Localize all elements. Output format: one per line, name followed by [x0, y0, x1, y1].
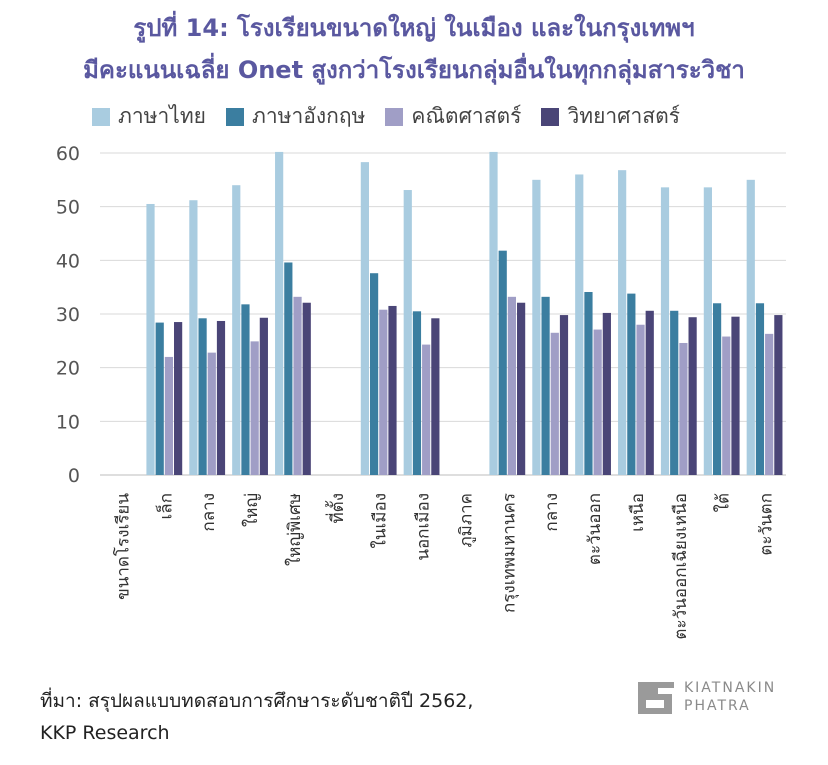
- bar-1-14: [712, 303, 722, 475]
- bar-2-15: [765, 333, 774, 475]
- chart-title-line2: มีคะแนนเฉลี่ย Onet สูงกว่าโรงเรียนกลุ่มอ…: [83, 56, 745, 84]
- x-category-label-3: ใหญ่: [241, 493, 262, 527]
- bar-2-11: [593, 329, 602, 475]
- legend-label-1: ภาษาอังกฤษ: [251, 104, 366, 128]
- bar-2-13: [679, 342, 688, 475]
- bar-3-3: [259, 317, 268, 475]
- kiatnakin-phatra-logo: KIATNAKIN PHATRA: [634, 676, 794, 720]
- bar-0-4: [275, 151, 284, 475]
- x-category-label-9: กรุงเทพมหานคร: [499, 493, 519, 613]
- bar-3-6: [388, 305, 397, 475]
- y-tick-label-50: 50: [56, 197, 80, 219]
- bar-1-3: [241, 304, 250, 475]
- bar-chart: 0 10 20 30 40 50 60 ขนาดโรงเรียน เล็ก กลาง ใหญ่ ใหญ…: [56, 143, 786, 640]
- legend-swatch-2: [385, 107, 404, 126]
- bar-2-6: [379, 309, 388, 475]
- legend: ภาษาไทย ภาษาอังกฤษ คณิตศาสตร์ วิทยาศาสตร์: [92, 100, 792, 133]
- bar-0-2: [189, 200, 198, 475]
- bar-1-1: [155, 322, 164, 475]
- x-category-label-0: ขนาดโรงเรียน: [112, 493, 133, 600]
- bar-2-1: [164, 356, 174, 475]
- bar-1-6: [369, 273, 379, 475]
- bar-3-2: [216, 320, 226, 475]
- bar-1-2: [198, 318, 207, 475]
- bar-2-9: [507, 296, 517, 475]
- bar-2-7: [422, 344, 431, 475]
- bar-3-13: [688, 317, 697, 475]
- bar-1-9: [498, 250, 507, 475]
- bar-0-11: [575, 174, 584, 475]
- bar-2-4: [293, 296, 302, 475]
- x-category-label-1: เล็ก: [154, 493, 176, 520]
- x-category-label-6: ในเมือง: [370, 493, 391, 548]
- bar-2-12: [636, 324, 645, 475]
- bar-2-3: [250, 341, 259, 475]
- bar-3-4: [302, 302, 311, 475]
- x-category-label-13: ตะวันออกเฉียงเหนือ: [671, 493, 691, 640]
- legend-label-3: วิทยาศาสตร์: [567, 104, 681, 128]
- bar-1-12: [627, 293, 636, 475]
- bar-3-1: [174, 322, 183, 475]
- legend-item-1: ภาษาอังกฤษ: [225, 100, 366, 133]
- bar-0-6: [360, 162, 369, 475]
- bar-0-9: [489, 151, 498, 475]
- kiatnakin-phatra-logo-icon: [638, 682, 674, 714]
- x-category-label-11: ตะวันออก: [585, 493, 605, 565]
- bar-3-11: [602, 312, 611, 475]
- logo-text-kiatnakin: KIATNAKIN: [684, 680, 777, 696]
- legend-swatch-0: [92, 107, 110, 126]
- legend-label-2: คณิตศาสตร์: [411, 104, 522, 128]
- source-note-line2: KKP Research: [40, 722, 170, 744]
- bar-1-13: [670, 310, 679, 475]
- bar-0-13: [660, 187, 670, 475]
- x-category-label-2: กลาง: [199, 493, 219, 532]
- bar-3-12: [645, 310, 654, 475]
- bar-0-12: [618, 170, 627, 475]
- x-category-label-7: นอกเมือง: [414, 493, 434, 561]
- bar-1-7: [412, 311, 422, 475]
- x-category-label-14: ใต้: [713, 493, 734, 512]
- bar-3-9: [517, 302, 526, 475]
- y-tick-label-40: 40: [56, 250, 80, 272]
- y-tick-label-60: 60: [56, 143, 80, 165]
- bar-1-10: [541, 296, 550, 475]
- x-category-label-15: ตะวันตก: [757, 493, 777, 556]
- bar-1-15: [755, 303, 765, 475]
- bar-2-10: [550, 332, 559, 475]
- x-category-label-12: เหนือ: [628, 493, 648, 532]
- bar-2-2: [207, 352, 216, 475]
- bar-1-11: [584, 291, 593, 475]
- source-note-line1: ที่มา: สรุปผลแบบทดสอบการศึกษาระดับชาติปี…: [40, 690, 474, 712]
- legend-item-2: คณิตศาสตร์: [385, 100, 521, 133]
- bar-0-1: [146, 203, 155, 475]
- y-tick-label-30: 30: [56, 304, 80, 326]
- x-category-label-4: ใหญ่พิเศษ: [284, 493, 305, 566]
- bar-0-10: [532, 179, 541, 476]
- logo-text-phatra: PHATRA: [684, 698, 751, 714]
- bar-3-10: [559, 315, 569, 475]
- y-tick-label-10: 10: [56, 411, 80, 433]
- bar-3-14: [731, 316, 740, 475]
- bar-2-14: [722, 336, 731, 475]
- bar-3-7: [431, 318, 440, 475]
- bar-0-14: [703, 187, 712, 475]
- x-category-label-10: กลาง: [542, 493, 562, 532]
- legend-item-3: วิทยาศาสตร์: [541, 100, 680, 133]
- bar-0-15: [746, 179, 755, 476]
- chart-title-line1: รูปที่ 14: โรงเรียนขนาดใหญ่ ในเมือง และใ…: [133, 14, 695, 42]
- x-category-label-5: ที่ตั้ง: [325, 493, 348, 524]
- legend-label-0: ภาษาไทย: [118, 104, 206, 128]
- x-category-label-8: ภูมิภาค: [456, 493, 476, 548]
- bar-1-4: [284, 262, 293, 475]
- bar-3-15: [774, 315, 783, 475]
- legend-swatch-1: [225, 107, 244, 126]
- bar-0-3: [232, 185, 241, 475]
- y-tick-label-20: 20: [56, 358, 80, 380]
- bar-0-7: [403, 190, 412, 475]
- legend-swatch-3: [541, 107, 560, 126]
- y-tick-label-0: 0: [68, 465, 80, 487]
- legend-item-0: ภาษาไทย: [92, 100, 206, 133]
